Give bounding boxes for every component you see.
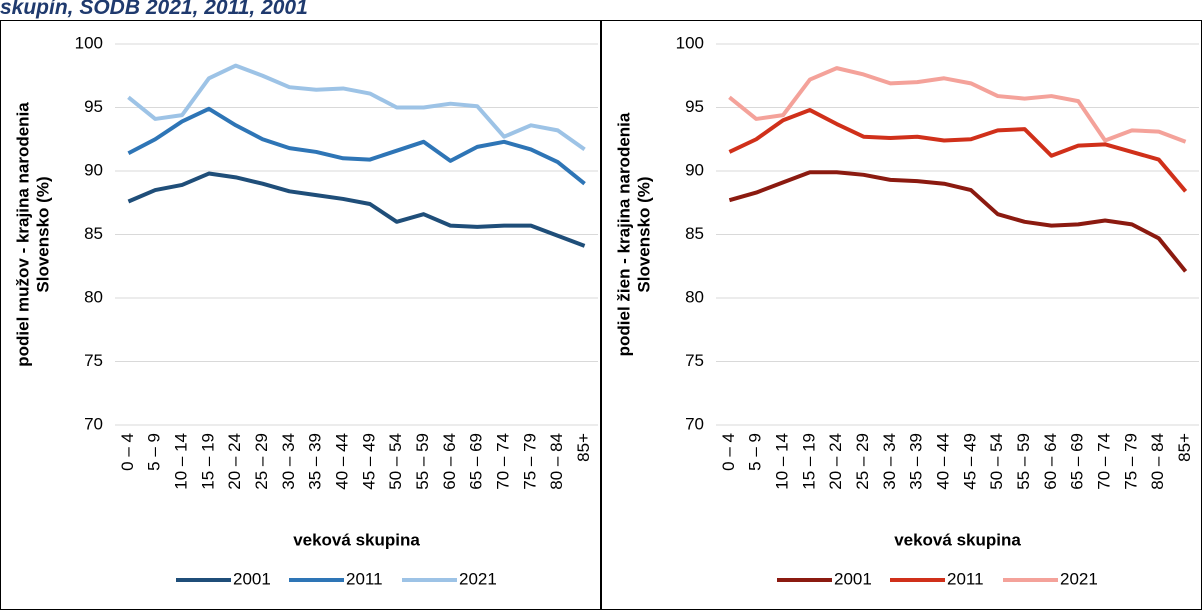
x-tick-label: 55 – 59 bbox=[413, 433, 432, 490]
y-tick-label: 85 bbox=[685, 224, 704, 243]
legend-label: 2001 bbox=[834, 569, 872, 588]
y-tick-label: 90 bbox=[685, 160, 704, 179]
x-tick-label: 5 – 9 bbox=[746, 433, 765, 471]
legend-label: 2011 bbox=[947, 569, 984, 588]
x-tick-label: 25 – 29 bbox=[853, 433, 872, 490]
x-tick-label: 80 – 84 bbox=[547, 433, 566, 490]
series-line bbox=[127, 106, 586, 186]
x-tick-label: 35 – 39 bbox=[306, 433, 325, 490]
series-line bbox=[728, 170, 1188, 273]
legend-label: 2021 bbox=[459, 569, 497, 588]
series-line bbox=[728, 66, 1187, 144]
x-tick-label: 0 – 4 bbox=[118, 433, 137, 471]
y-tick-label: 70 bbox=[685, 414, 704, 433]
series-line bbox=[127, 171, 586, 248]
x-tick-label: 35 – 39 bbox=[907, 433, 926, 490]
y-axis-label: Slovensko (%) bbox=[33, 176, 52, 292]
legend-label: 2001 bbox=[233, 569, 271, 588]
y-tick-label: 80 bbox=[685, 287, 704, 306]
x-tick-label: 40 – 44 bbox=[333, 433, 352, 490]
y-tick-label: 80 bbox=[84, 287, 103, 306]
x-tick-label: 15 – 19 bbox=[799, 433, 818, 490]
x-tick-label: 60 – 64 bbox=[1041, 433, 1060, 490]
legend-label: 2021 bbox=[1060, 569, 1098, 588]
x-axis-label: veková skupina bbox=[894, 530, 1021, 549]
x-tick-label: 85+ bbox=[1175, 433, 1194, 462]
series-line bbox=[728, 108, 1188, 193]
x-tick-label: 20 – 24 bbox=[225, 433, 244, 490]
x-tick-label: 45 – 49 bbox=[359, 433, 378, 490]
legend-label: 2011 bbox=[346, 569, 383, 588]
page-title: skupín, SODB 2021, 2011, 2001 bbox=[0, 0, 308, 19]
x-tick-label: 40 – 44 bbox=[934, 433, 953, 490]
x-tick-label: 75 – 79 bbox=[520, 433, 539, 490]
y-axis-label: Slovensko (%) bbox=[634, 176, 653, 292]
y-tick-label: 85 bbox=[84, 224, 103, 243]
y-tick-label: 95 bbox=[685, 97, 704, 116]
y-tick-label: 100 bbox=[75, 33, 103, 52]
x-tick-label: 0 – 4 bbox=[719, 433, 738, 471]
x-tick-label: 30 – 34 bbox=[279, 433, 298, 490]
x-tick-label: 70 – 74 bbox=[1095, 433, 1114, 490]
x-tick-label: 80 – 84 bbox=[1148, 433, 1167, 490]
x-tick-label: 70 – 74 bbox=[494, 433, 513, 490]
x-tick-label: 10 – 14 bbox=[172, 433, 191, 490]
x-tick-label: 65 – 69 bbox=[1068, 433, 1087, 490]
x-tick-label: 15 – 19 bbox=[198, 433, 217, 490]
x-tick-label: 55 – 59 bbox=[1014, 433, 1033, 490]
x-tick-label: 65 – 69 bbox=[467, 433, 486, 490]
x-tick-label: 10 – 14 bbox=[773, 433, 792, 490]
x-tick-label: 5 – 9 bbox=[145, 433, 164, 471]
y-tick-label: 90 bbox=[84, 160, 103, 179]
series-line bbox=[127, 63, 586, 152]
x-tick-label: 50 – 54 bbox=[386, 433, 405, 490]
x-tick-label: 20 – 24 bbox=[826, 433, 845, 490]
x-tick-label: 45 – 49 bbox=[960, 433, 979, 490]
y-tick-label: 100 bbox=[676, 33, 704, 52]
x-tick-label: 75 – 79 bbox=[1121, 433, 1140, 490]
x-tick-label: 60 – 64 bbox=[440, 433, 459, 490]
y-tick-label: 95 bbox=[84, 97, 103, 116]
x-axis-label: veková skupina bbox=[293, 530, 420, 549]
y-tick-label: 75 bbox=[84, 351, 103, 370]
y-axis-label: podiel žien - krajina narodenia bbox=[614, 112, 633, 356]
x-tick-label: 25 – 29 bbox=[252, 433, 271, 490]
x-tick-label: 30 – 34 bbox=[880, 433, 899, 490]
y-tick-label: 75 bbox=[685, 351, 704, 370]
y-tick-label: 70 bbox=[84, 414, 103, 433]
x-tick-label: 50 – 54 bbox=[987, 433, 1006, 490]
y-axis-label: podiel mužov - krajina narodenia bbox=[13, 102, 32, 367]
x-tick-label: 85+ bbox=[574, 433, 593, 462]
